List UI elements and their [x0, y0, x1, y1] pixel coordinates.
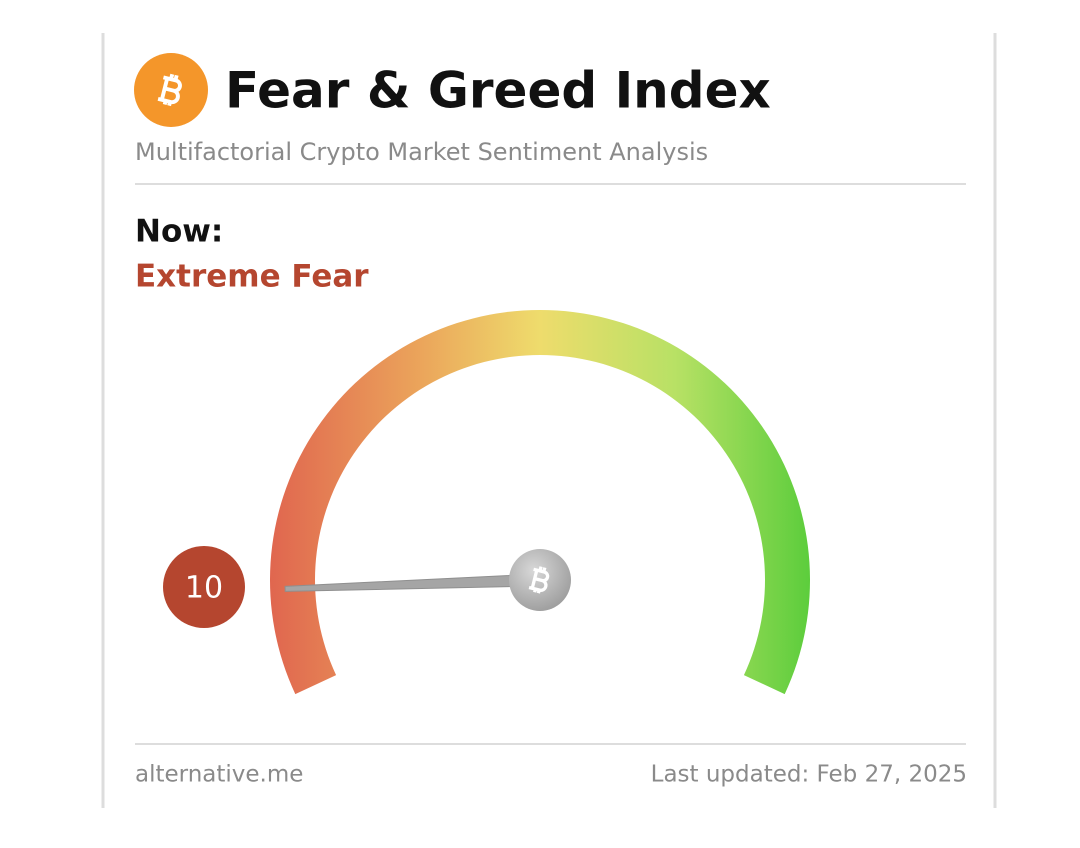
gauge-needle [284, 573, 541, 592]
gauge-arc [270, 310, 811, 695]
title: Fear & Greed Index [225, 62, 771, 120]
needle-knob [509, 549, 571, 611]
value-badge [163, 546, 245, 628]
subtitle: Multifactorial Crypto Market Sentiment A… [135, 138, 708, 166]
now-label: Now: [135, 214, 223, 250]
logo-icon [134, 53, 208, 127]
source: alternative.me [135, 762, 303, 788]
classification: Extreme Fear [135, 259, 369, 295]
last-updated: Last updated: Feb 27, 2025 [651, 762, 967, 788]
value-label: 10 [185, 571, 223, 606]
